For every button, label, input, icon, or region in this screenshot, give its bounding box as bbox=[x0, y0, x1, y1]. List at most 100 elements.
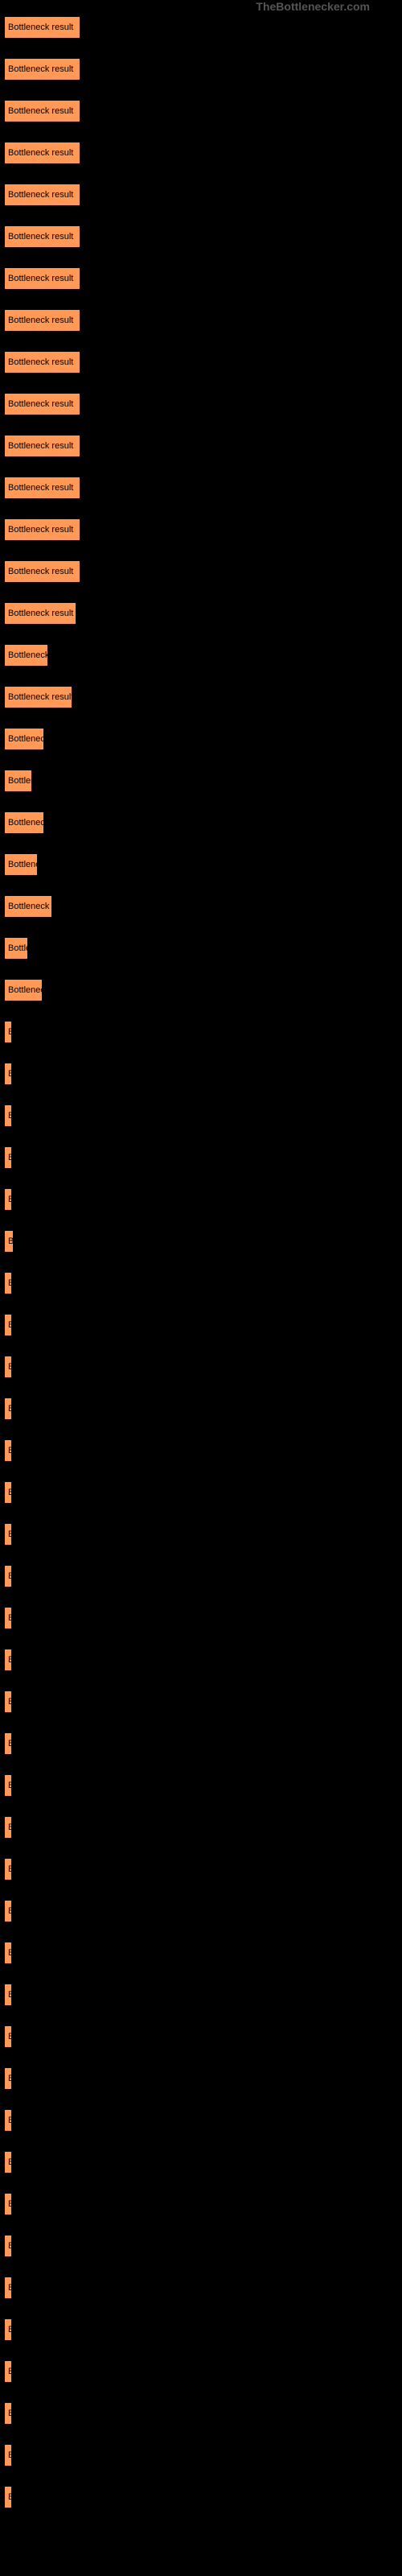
bar-label: Bottleneck result bbox=[8, 1404, 12, 1414]
bottleneck-bar: Bottleneck result bbox=[4, 2067, 12, 2090]
bottleneck-bar: Bottleneck result bbox=[4, 1523, 12, 1546]
bar-row: Bottleneck result bbox=[4, 393, 402, 415]
bar-label: Bottleneck result bbox=[8, 1571, 12, 1581]
bar-label: Bottleneck result bbox=[8, 2450, 12, 2460]
bar-label: Bottleneck result bbox=[8, 1655, 12, 1665]
bar-label: Bottleneck result bbox=[8, 1488, 12, 1497]
bottleneck-bar: Bottleneck result bbox=[4, 686, 72, 708]
bar-label: Bottleneck result bbox=[8, 441, 73, 451]
bar-label: Bottleneck result bbox=[8, 525, 73, 535]
bottleneck-bar: Bottleneck result bbox=[4, 267, 80, 290]
bar-label: Bottleneck result bbox=[8, 2325, 12, 2334]
bar-label: Bottleneck result bbox=[8, 1027, 12, 1037]
bar-row: Bottleneck result bbox=[4, 686, 402, 708]
bar-row: Bottleneck result bbox=[4, 477, 402, 499]
bar-label: Bottleneck result bbox=[8, 2074, 12, 2083]
bar-row: Bottleneck result bbox=[4, 267, 402, 290]
bar-label: Bottleneck result bbox=[8, 567, 73, 576]
bar-row: Bottleneck result bbox=[4, 142, 402, 164]
bar-row: Bottleneck result bbox=[4, 1314, 402, 1336]
bar-label: Bottleneck result bbox=[8, 1697, 12, 1707]
bottleneck-bar: Bottleneck result bbox=[4, 1900, 12, 1922]
bar-row: Bottleneck result bbox=[4, 2360, 402, 2383]
bar-row: Bottleneck result bbox=[4, 1858, 402, 1880]
bar-row: Bottleneck result bbox=[4, 16, 402, 39]
bar-row: Bottleneck result bbox=[4, 2109, 402, 2132]
bar-label: Bottleneck result bbox=[8, 943, 28, 953]
bar-label: Bottleneck result bbox=[8, 2283, 12, 2293]
bar-label: Bottleneck result bbox=[8, 818, 44, 828]
bar-label: Bottleneck result bbox=[8, 1864, 12, 1874]
bar-label: Bottleneck result bbox=[8, 650, 48, 660]
bottleneck-bar: Bottleneck result bbox=[4, 1565, 12, 1587]
bar-label: Bottleneck result bbox=[8, 399, 73, 409]
bar-row: Bottleneck result bbox=[4, 2151, 402, 2174]
bottleneck-bar: Bottleneck result bbox=[4, 309, 80, 332]
bar-row: Bottleneck result bbox=[4, 435, 402, 457]
bar-label: Bottleneck result bbox=[8, 2241, 12, 2251]
bottleneck-bar: Bottleneck result bbox=[4, 1439, 12, 1462]
bar-row: Bottleneck result bbox=[4, 602, 402, 625]
bar-label: Bottleneck result bbox=[8, 1320, 12, 1330]
bottleneck-bar: Bottleneck result bbox=[4, 979, 43, 1001]
bar-label: Bottleneck result bbox=[8, 1530, 12, 1539]
bar-row: Bottleneck result bbox=[4, 1690, 402, 1713]
bar-label: Bottleneck result bbox=[8, 692, 72, 702]
bottleneck-bar: Bottleneck result bbox=[4, 2486, 12, 2508]
bottleneck-bar: Bottleneck result bbox=[4, 351, 80, 374]
bar-row: Bottleneck result bbox=[4, 560, 402, 583]
bar-label: Bottleneck result bbox=[8, 1739, 12, 1748]
bottleneck-bar: Bottleneck result bbox=[4, 1481, 12, 1504]
bar-label: Bottleneck result bbox=[8, 985, 43, 995]
bottleneck-bar: Bottleneck result bbox=[4, 2235, 12, 2257]
bottleneck-bar: Bottleneck result bbox=[4, 16, 80, 39]
bottleneck-bar: Bottleneck result bbox=[4, 2360, 12, 2383]
bar-row: Bottleneck result bbox=[4, 811, 402, 834]
bottleneck-bar: Bottleneck result bbox=[4, 1942, 12, 1964]
bottleneck-bar: Bottleneck result bbox=[4, 58, 80, 80]
bar-row: Bottleneck result bbox=[4, 2444, 402, 2467]
bottleneck-bar: Bottleneck result bbox=[4, 1858, 12, 1880]
bar-row: Bottleneck result bbox=[4, 1607, 402, 1629]
bar-row: Bottleneck result bbox=[4, 225, 402, 248]
bottleneck-bar: Bottleneck result bbox=[4, 2444, 12, 2467]
bottleneck-bar: Bottleneck result bbox=[4, 435, 80, 457]
bar-label: Bottleneck result bbox=[8, 1069, 12, 1079]
bar-row: Bottleneck result bbox=[4, 1523, 402, 1546]
bar-row: Bottleneck result bbox=[4, 1104, 402, 1127]
bar-row: Bottleneck result bbox=[4, 2277, 402, 2299]
bottleneck-bar: Bottleneck result bbox=[4, 728, 44, 750]
bar-row: Bottleneck result bbox=[4, 1774, 402, 1797]
bar-row: Bottleneck result bbox=[4, 2318, 402, 2341]
bar-row: Bottleneck result bbox=[4, 644, 402, 667]
bottleneck-bar: Bottleneck result bbox=[4, 1690, 12, 1713]
bottleneck-bar: Bottleneck result bbox=[4, 1732, 12, 1755]
bar-row: Bottleneck result bbox=[4, 1942, 402, 1964]
bar-label: Bottleneck result bbox=[8, 1906, 12, 1916]
bar-label: Bottleneck result bbox=[8, 23, 73, 32]
bar-label: Bottleneck result bbox=[8, 148, 73, 158]
bar-row: Bottleneck result bbox=[4, 1272, 402, 1294]
bar-row: Bottleneck result bbox=[4, 309, 402, 332]
bar-label: Bottleneck result bbox=[8, 2032, 12, 2041]
bottleneck-bar: Bottleneck result bbox=[4, 937, 28, 960]
bar-label: Bottleneck result bbox=[8, 2157, 12, 2167]
bar-label: Bottleneck result bbox=[8, 274, 73, 283]
bar-row: Bottleneck result bbox=[4, 1816, 402, 1839]
bottleneck-bar: Bottleneck result bbox=[4, 770, 32, 792]
bottleneck-bar: Bottleneck result bbox=[4, 560, 80, 583]
bottleneck-bar: Bottleneck result bbox=[4, 2277, 12, 2299]
bottleneck-bar: Bottleneck result bbox=[4, 895, 52, 918]
bar-row: Bottleneck result bbox=[4, 1649, 402, 1671]
bar-row: Bottleneck result bbox=[4, 2235, 402, 2257]
bottleneck-bar: Bottleneck result bbox=[4, 2318, 12, 2341]
bar-label: Bottleneck result bbox=[8, 232, 73, 242]
bottleneck-bar: Bottleneck result bbox=[4, 477, 80, 499]
bar-row: Bottleneck result bbox=[4, 351, 402, 374]
bottleneck-bar: Bottleneck result bbox=[4, 1146, 12, 1169]
bottleneck-bar: Bottleneck result bbox=[4, 1607, 12, 1629]
bar-row: Bottleneck result bbox=[4, 1146, 402, 1169]
bar-label: Bottleneck result bbox=[8, 1111, 12, 1121]
bar-label: Bottleneck result bbox=[8, 1153, 12, 1162]
bottleneck-bar: Bottleneck result bbox=[4, 1397, 12, 1420]
